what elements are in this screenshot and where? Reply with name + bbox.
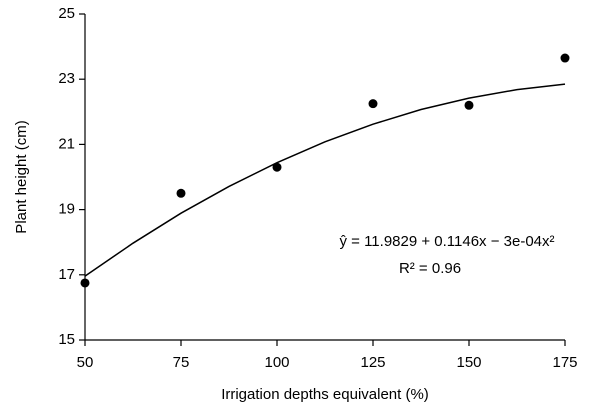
r-squared: R² = 0.96 — [399, 260, 461, 277]
y-tick-label: 21 — [58, 135, 75, 152]
x-tick-label: 150 — [456, 354, 481, 371]
x-tick-label: 175 — [552, 354, 577, 371]
data-point — [368, 99, 378, 109]
equation: ŷ = 11.9829 + 0.1146x − 3e-04x² — [339, 233, 554, 250]
x-tick-label: 125 — [360, 354, 385, 371]
data-point — [272, 162, 282, 172]
y-axis-title: Plant height (cm) — [13, 120, 30, 233]
x-tick-label: 50 — [77, 354, 94, 371]
y-tick-label: 15 — [58, 331, 75, 348]
x-tick-label: 100 — [264, 354, 289, 371]
data-point — [176, 188, 186, 198]
y-tick-label: 25 — [58, 5, 75, 22]
data-point — [80, 278, 90, 288]
fit-curve — [84, 83, 566, 277]
y-tick-label: 19 — [58, 201, 75, 218]
x-tick-label: 75 — [173, 354, 190, 371]
y-tick-label: 17 — [58, 266, 75, 283]
data-point — [560, 53, 570, 63]
y-tick-label: 23 — [58, 70, 75, 87]
data-point — [464, 100, 474, 110]
x-axis-title: Irrigation depths equivalent (%) — [221, 386, 429, 403]
